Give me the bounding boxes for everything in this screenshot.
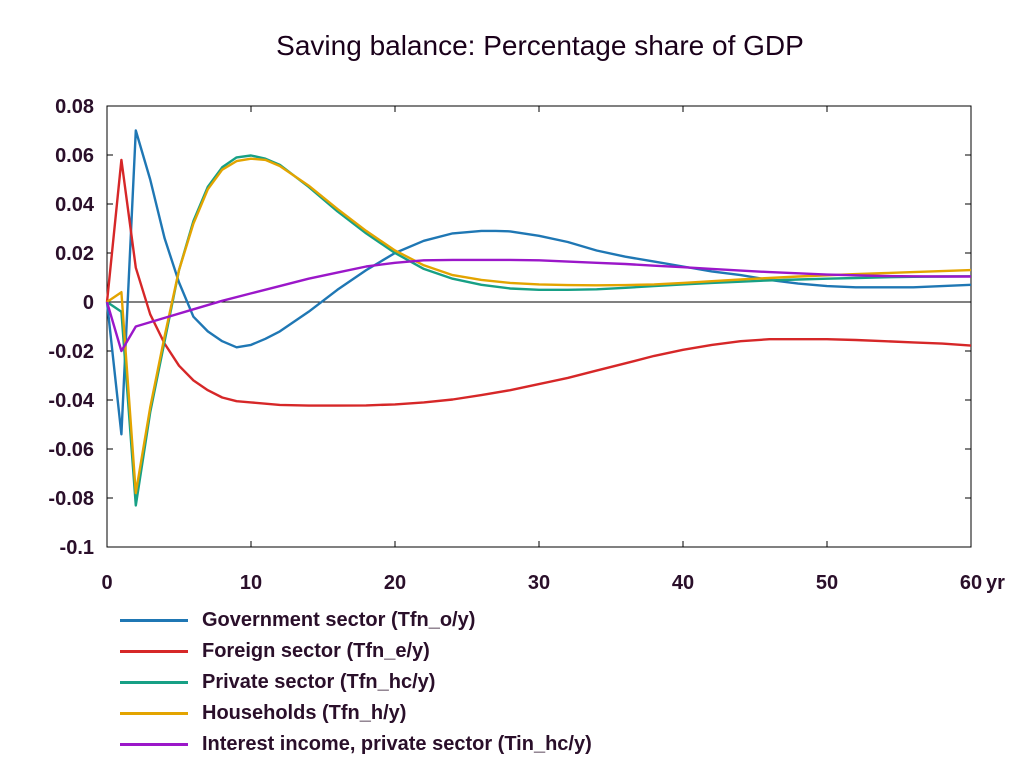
- y-tick-label: -0.08: [48, 488, 94, 510]
- legend-swatch: [120, 619, 188, 622]
- x-tick-label: 60: [960, 572, 982, 594]
- x-tick-label: 20: [384, 572, 406, 594]
- x-tick-label: 50: [816, 572, 838, 594]
- y-tick-label: -0.04: [48, 390, 94, 412]
- y-tick-label: 0.08: [55, 96, 94, 118]
- series-line-1: [105, 129, 972, 436]
- legend-swatch: [120, 681, 188, 684]
- series-line-3: [106, 154, 972, 507]
- chart-title: Saving balance: Percentage share of GDP: [276, 30, 804, 61]
- x-tick-label: 40: [672, 572, 694, 594]
- legend-label: Interest income, private sector (Tin_hc/…: [202, 733, 592, 755]
- x-tick-label: 10: [240, 572, 262, 594]
- y-tick-label: -0.02: [48, 341, 94, 363]
- x-tick-label: 0: [101, 572, 112, 594]
- y-tick-label: 0.06: [55, 145, 94, 167]
- y-tick-label: 0: [83, 292, 94, 314]
- plot-frame: [106, 105, 972, 548]
- legend-swatch: [120, 650, 188, 653]
- legend-swatch: [120, 712, 188, 715]
- y-tick-label: 0.04: [55, 194, 95, 216]
- x-tick-label: 30: [528, 572, 550, 594]
- series-line-2: [105, 158, 972, 407]
- legend-label: Households (Tfn_h/y): [202, 702, 407, 724]
- series-line-5: [105, 258, 971, 353]
- y-tick-label: -0.06: [48, 439, 94, 461]
- legend-swatch: [120, 743, 188, 746]
- legend-label: Foreign sector (Tfn_e/y): [202, 640, 430, 662]
- legend-label: Private sector (Tfn_hc/y): [202, 671, 436, 693]
- y-tick-label: 0.02: [55, 243, 94, 265]
- x-unit-label: yr: [986, 572, 1005, 594]
- legend-label: Government sector (Tfn_o/y): [202, 609, 476, 631]
- y-tick-label: -0.1: [60, 537, 94, 559]
- series-line-4: [106, 157, 972, 495]
